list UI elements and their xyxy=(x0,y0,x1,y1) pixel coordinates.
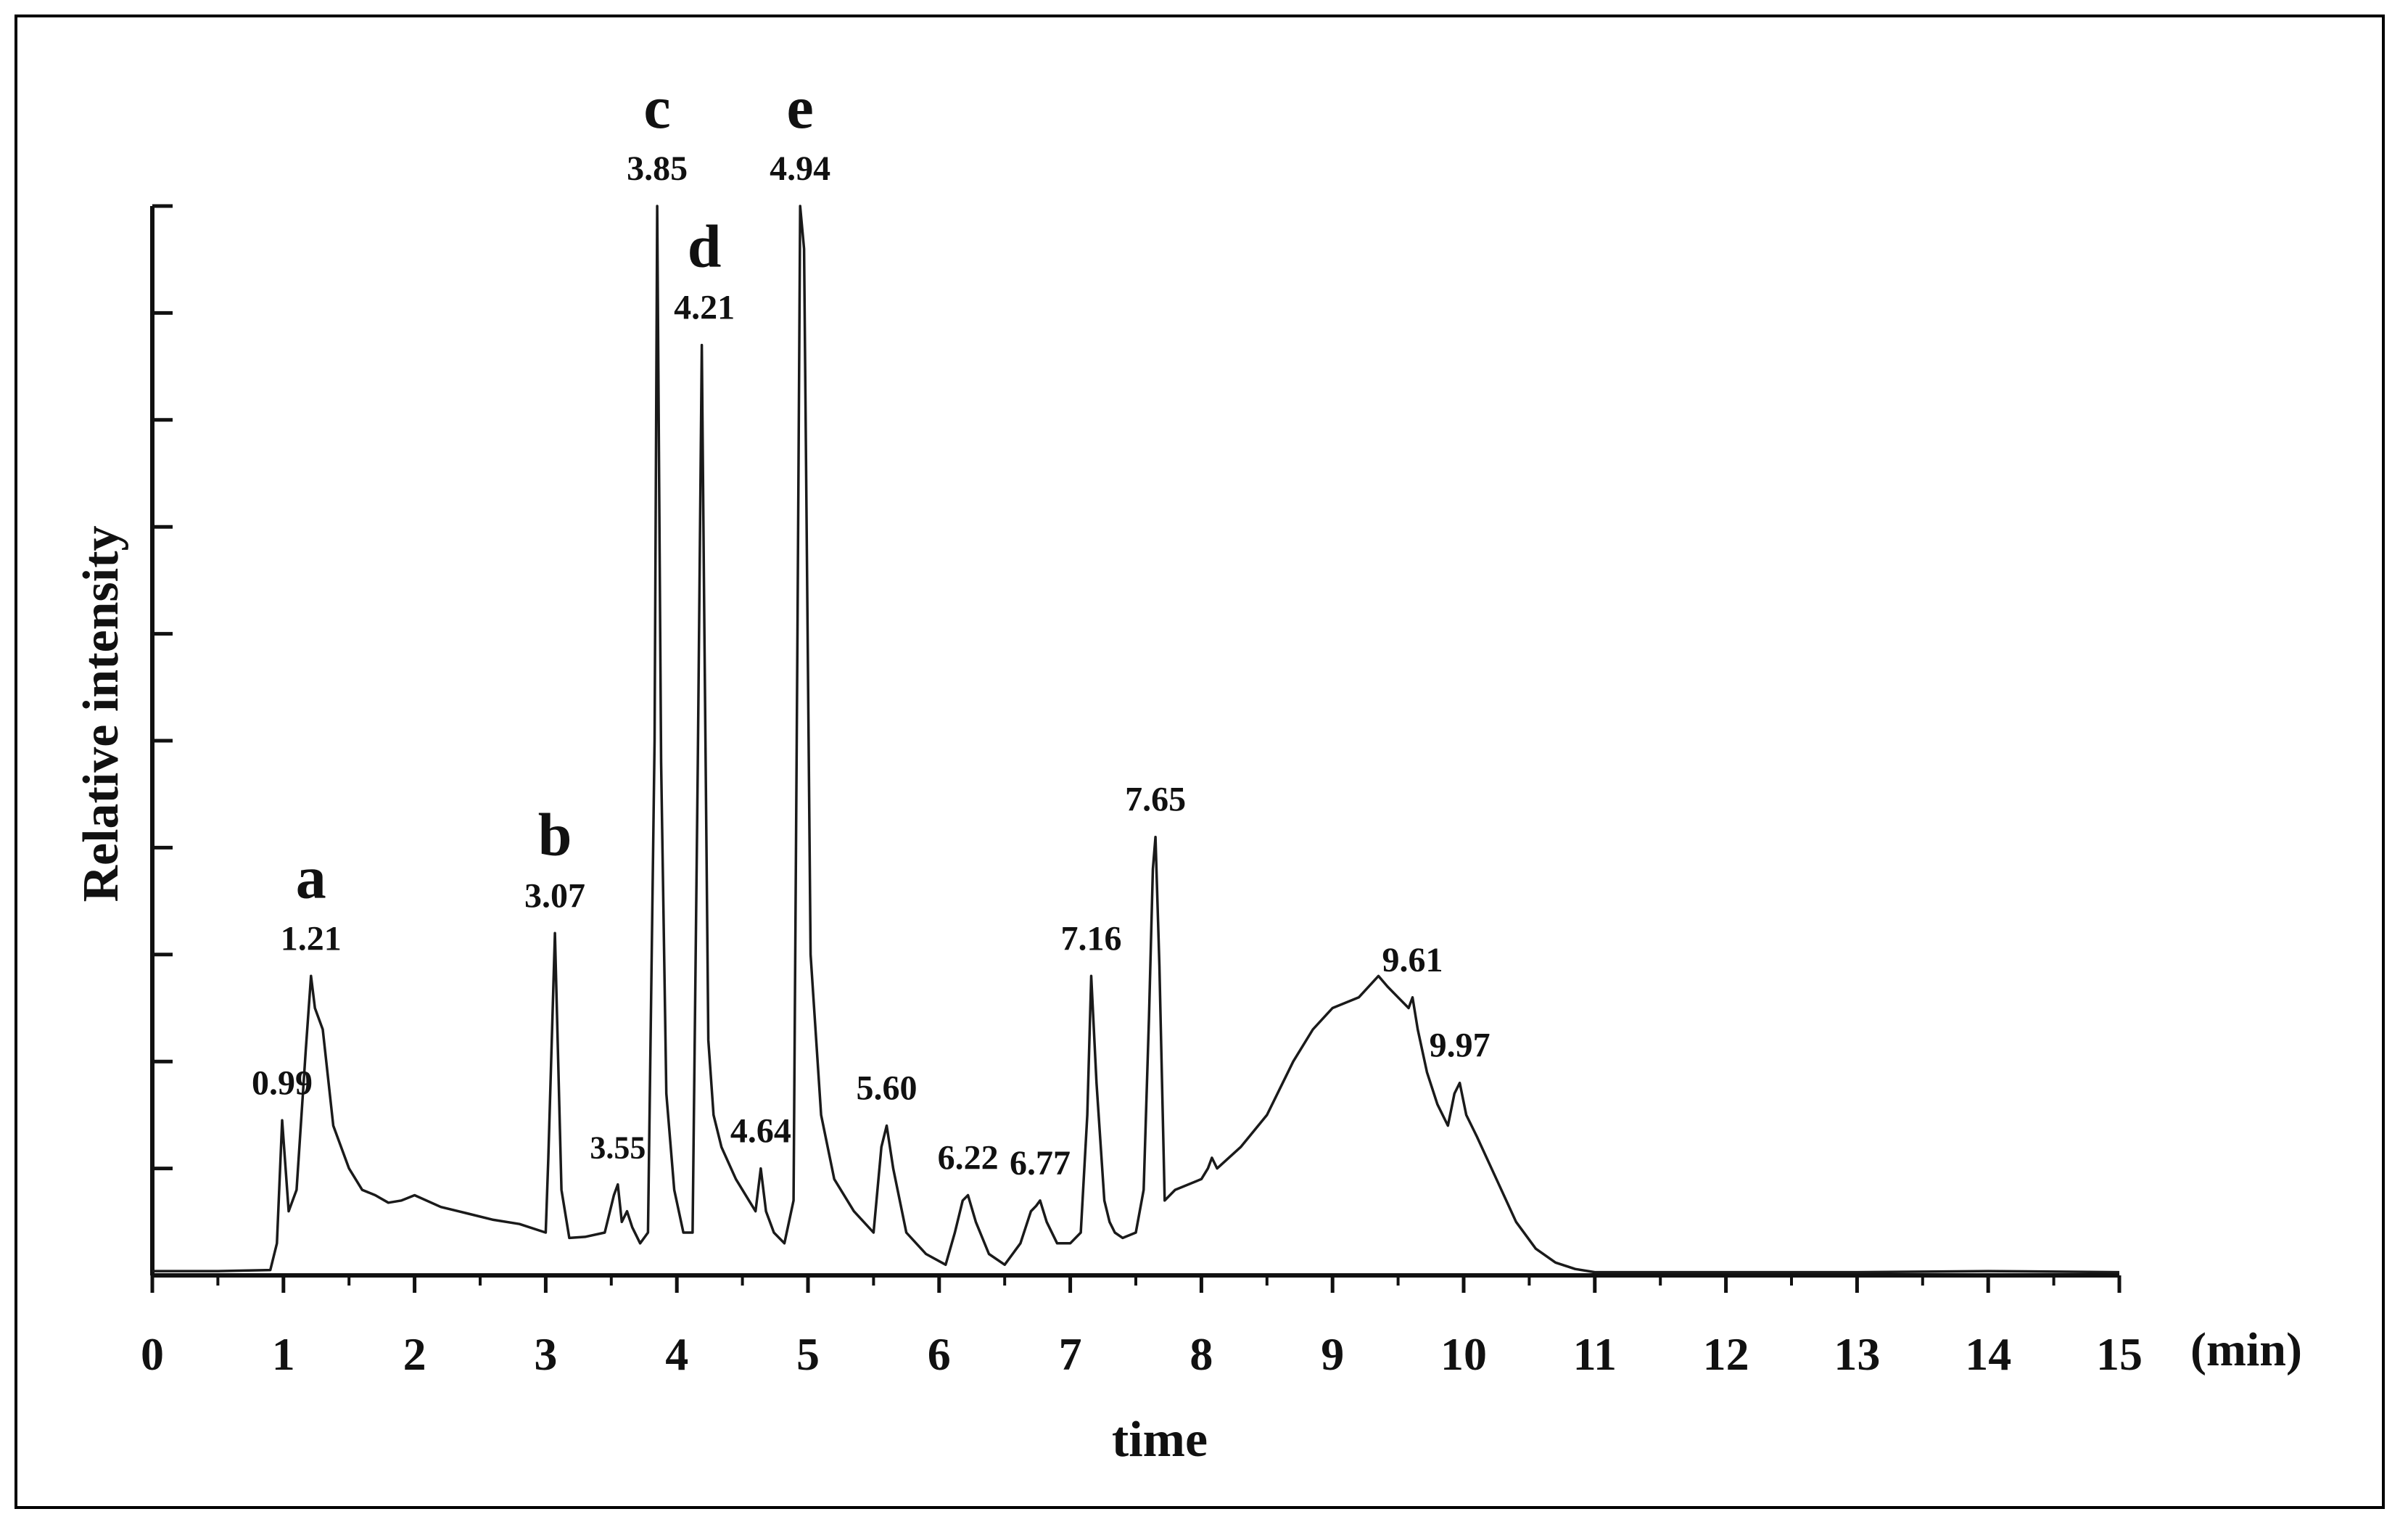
peak-letter-label: a xyxy=(296,844,326,911)
chromatogram-chart: 0 1 2 3 4 5 6 7 8 9 10 11 12 13 14 15 0.991.21a 3.07b3.5… xyxy=(73,74,2302,1468)
x-tick-label: 2 xyxy=(403,1328,426,1380)
peak-retention-label: 1.21 xyxy=(281,919,342,958)
chart-frame: 0 1 2 3 4 5 6 7 8 9 10 11 12 13 14 15 0.99 1.21 a 3.07 b 3.5… xyxy=(15,15,2385,1509)
peak-retention-label: 4.64 xyxy=(730,1112,791,1151)
peak-retention-label: 6.22 xyxy=(938,1138,999,1177)
x-tick-label: 13 xyxy=(1834,1328,1880,1380)
peak-retention-label: 0.99 xyxy=(252,1064,313,1102)
y-axis-title: Relative intensity xyxy=(73,525,129,902)
peak-retention-label: 7.65 xyxy=(1125,781,1186,819)
x-unit-label: (min) xyxy=(2190,1323,2302,1376)
peak-letter-label: b xyxy=(538,801,572,868)
peak-retention-label: 3.55 xyxy=(590,1130,646,1166)
peak-letter-label: d xyxy=(688,213,722,281)
peak-retention-label: 4.21 xyxy=(674,289,735,327)
peak-letter-label: e xyxy=(787,74,814,141)
peak-retention-label: 4.94 xyxy=(770,149,830,188)
x-tick-label: 15 xyxy=(2096,1328,2143,1380)
x-tick-label: 14 xyxy=(1965,1328,2011,1380)
peak-labels-layer: 0.99 1.21 a 3.07 b 3.55 3.85 c 4.21 d 4.64 4.94 e 5.6… xyxy=(252,74,1490,1183)
series-layer xyxy=(152,205,2120,1274)
x-tick-label: 12 xyxy=(1703,1328,1749,1380)
peak-retention-label: 5.60 xyxy=(856,1069,917,1108)
x-axis-title: time xyxy=(1112,1412,1208,1468)
peak-retention-label: 3.85 xyxy=(627,149,688,188)
x-tick-label: 7 xyxy=(1059,1328,1082,1380)
x-tick-label: 6 xyxy=(928,1328,951,1380)
peak-retention-label: 6.77 xyxy=(1010,1144,1071,1183)
x-tick-label: 3 xyxy=(534,1328,557,1380)
x-tick-label: 0 xyxy=(141,1328,164,1380)
x-tick-label: 8 xyxy=(1189,1328,1213,1380)
chromatogram-trace xyxy=(152,205,2120,1274)
x-tick-label: 10 xyxy=(1440,1328,1487,1380)
x-tick-label: 1 xyxy=(272,1328,295,1380)
peak-letter-label: c xyxy=(643,74,670,141)
x-tick-label: 11 xyxy=(1573,1328,1617,1380)
peak-retention-label: 9.97 xyxy=(1430,1027,1490,1065)
peak-retention-label: 3.07 xyxy=(524,876,585,915)
x-tick-label: 4 xyxy=(665,1328,688,1380)
peak-retention-label: 7.16 xyxy=(1061,919,1122,958)
x-tick-label: 5 xyxy=(796,1328,820,1380)
peak-retention-label: 9.61 xyxy=(1382,941,1443,979)
x-tick-label: 9 xyxy=(1321,1328,1344,1380)
axes-layer: 0 1 2 3 4 5 6 7 8 9 10 11 12 13 14 15 xyxy=(141,204,2143,1380)
